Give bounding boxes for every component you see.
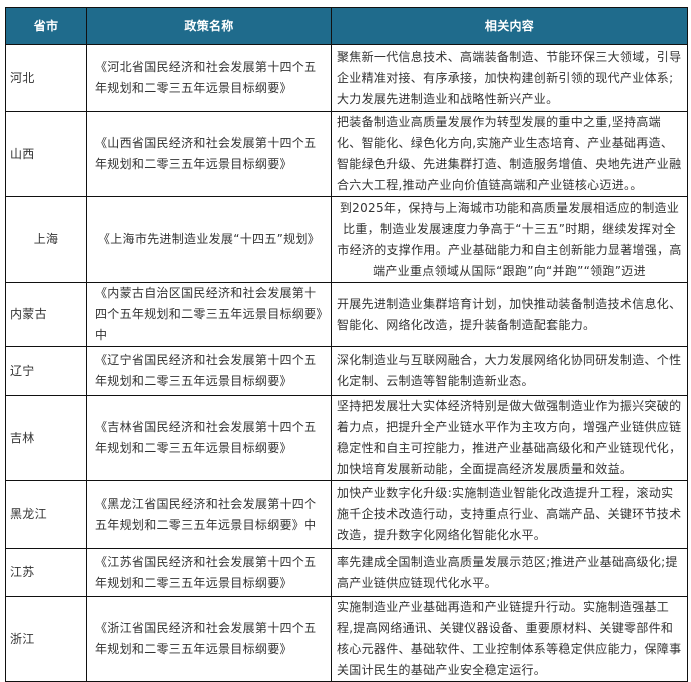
content-cell: 坚持把发展壮大实体经济特别是做大做强制造业作为振兴突破的着力点，把提升全产业链水… <box>331 395 688 481</box>
province-cell: 江苏 <box>5 548 87 597</box>
content-cell: 深化制造业与互联网融合，大力发展网络化协同研发制造、个性化定制、云制造等智能制造… <box>331 346 688 396</box>
policy-cell: 《吉林省国民经济和社会发展第十四个五年规划和二零三五年远景目标纲要》 <box>86 395 332 481</box>
province-cell: 浙江 <box>5 596 87 682</box>
policy-cell: 《黑龙江省国民经济和社会发展第十四个五年规划和二零三五年远景目标纲要》中 <box>86 480 332 549</box>
header-policy: 政策名称 <box>86 7 332 45</box>
province-cell: 黑龙江 <box>5 480 87 549</box>
province-cell: 上海 <box>5 196 87 283</box>
content-cell: 实施制造业产业基础再造和产业链提升行动。实施制造强基工程,提高网络通讯、关键仪器… <box>331 596 688 682</box>
table-row: 上海 《上海市先进制造业发展“十四五”规划》 到2025年，保持与上海城市功能和… <box>5 196 688 283</box>
table-row: 江苏 《江苏省国民经济和社会发展第十四个五年规划和二零三五年远景目标纲要》 率先… <box>5 548 688 597</box>
province-cell: 山西 <box>5 111 87 197</box>
table-row: 山西 《山西省国民经济和社会发展第十四个五年规划和二零三五年远景目标纲要》 把装… <box>5 111 688 197</box>
content-cell: 到2025年，保持与上海城市功能和高质量发展相适应的制造业比重，制造业发展速度力… <box>331 196 688 283</box>
table-row: 吉林 《吉林省国民经济和社会发展第十四个五年规划和二零三五年远景目标纲要》 坚持… <box>5 395 688 481</box>
content-cell: 率先建成全国制造业高质量发展示范区;推进产业基础高级化;提高产业链供应链现代化水… <box>331 548 688 597</box>
table-row: 内蒙古 《内蒙古自治区国民经济和社会发展第十四个五年规划和二零三五年远景目标纲要… <box>5 282 688 347</box>
table-header-row: 省市 政策名称 相关内容 <box>5 7 688 45</box>
province-cell: 河北 <box>5 44 87 112</box>
policy-cell: 《浙江省国民经济和社会发展第十四个五年规划和二零三五年远景目标纲要》 <box>86 596 332 682</box>
policy-cell: 《内蒙古自治区国民经济和社会发展第十四个五年规划和二零三五年远景目标纲要》中 <box>86 282 332 347</box>
policy-cell: 《辽宁省国民经济和社会发展第十四个五年规划和二零三五年远景目标纲要》 <box>86 346 332 396</box>
province-cell: 辽宁 <box>5 346 87 396</box>
policy-table: 省市 政策名称 相关内容 河北 《河北省国民经济和社会发展第十四个五年规划和二零… <box>5 7 688 682</box>
header-province: 省市 <box>5 7 87 45</box>
content-cell: 把装备制造业高质量发展作为转型发展的重中之重,坚持高端化、智能化、绿色化方向,实… <box>331 111 688 197</box>
policy-cell: 《上海市先进制造业发展“十四五”规划》 <box>86 196 332 283</box>
content-cell: 聚焦新一代信息技术、高端装备制造、节能环保三大领域，引导企业精准对接、有序承接，… <box>331 44 688 112</box>
header-content: 相关内容 <box>331 7 688 45</box>
table-row: 河北 《河北省国民经济和社会发展第十四个五年规划和二零三五年远景目标纲要》 聚焦… <box>5 44 688 112</box>
policy-cell: 《河北省国民经济和社会发展第十四个五年规划和二零三五年远景目标纲要》 <box>86 44 332 112</box>
table-row: 浙江 《浙江省国民经济和社会发展第十四个五年规划和二零三五年远景目标纲要》 实施… <box>5 596 688 682</box>
province-cell: 内蒙古 <box>5 282 87 347</box>
table-row: 黑龙江 《黑龙江省国民经济和社会发展第十四个五年规划和二零三五年远景目标纲要》中… <box>5 480 688 549</box>
policy-cell: 《江苏省国民经济和社会发展第十四个五年规划和二零三五年远景目标纲要》 <box>86 548 332 597</box>
content-cell: 开展先进制造业集群培育计划，加快推动装备制造技术信息化、智能化、网络化改造，提升… <box>331 282 688 347</box>
table-row: 辽宁 《辽宁省国民经济和社会发展第十四个五年规划和二零三五年远景目标纲要》 深化… <box>5 346 688 396</box>
content-cell: 加快产业数字化升级:实施制造业智能化改造提升工程，滚动实施千企技术改造行动，支持… <box>331 480 688 549</box>
policy-cell: 《山西省国民经济和社会发展第十四个五年规划和二零三五年远景目标纲要》 <box>86 111 332 197</box>
province-cell: 吉林 <box>5 395 87 481</box>
